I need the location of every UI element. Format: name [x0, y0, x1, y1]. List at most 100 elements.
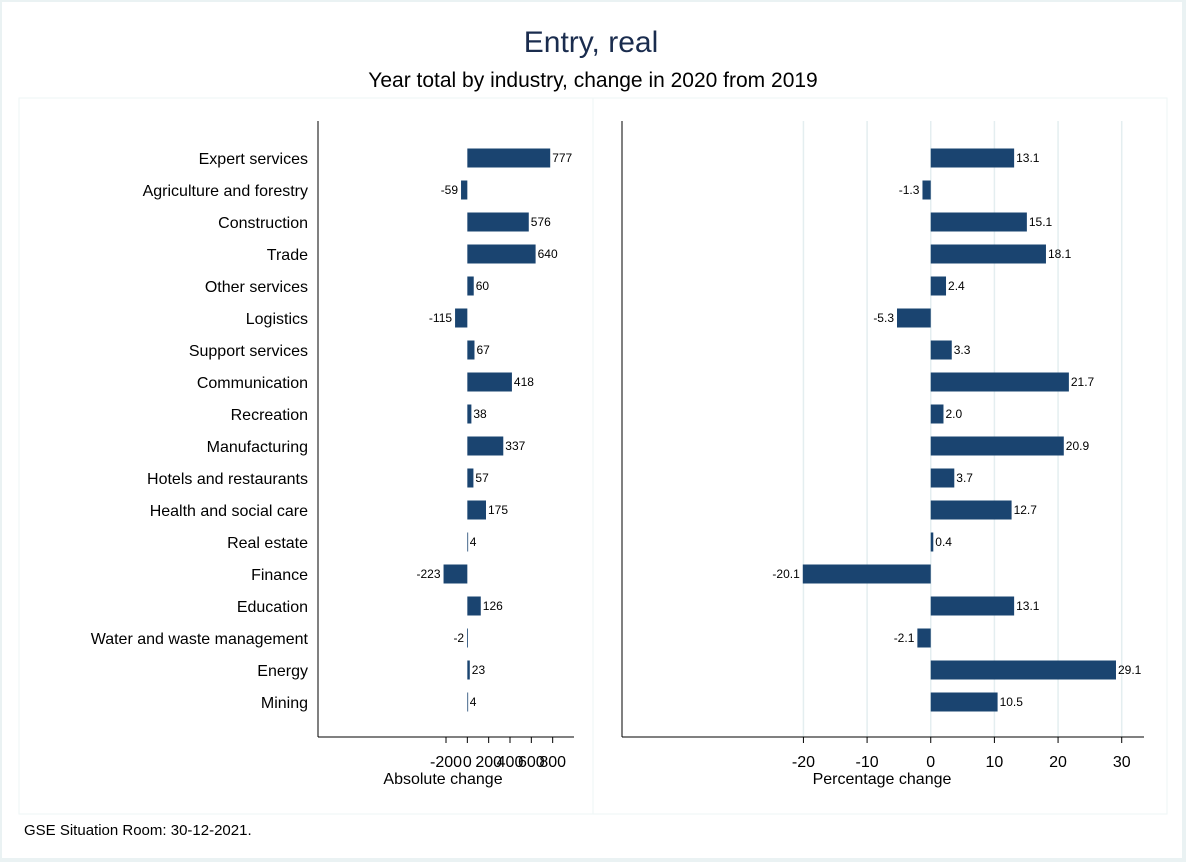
- right-bar-manufacturing: [930, 436, 1064, 456]
- category-label-manufacturing: Manufacturing: [207, 439, 308, 456]
- left-bar-trade: [467, 244, 536, 264]
- left-data-label-logistics: -115: [429, 311, 452, 325]
- right-bar-agriculture-and-forestry: [922, 180, 931, 200]
- right-data-label-support-services: 3.3: [954, 343, 971, 357]
- left-bar-finance: [443, 564, 468, 584]
- category-label-other-services: Other services: [205, 279, 308, 296]
- right-data-label-manufacturing: 20.9: [1066, 439, 1090, 453]
- left-data-label-construction: 576: [531, 215, 551, 229]
- category-label-expert-services: Expert services: [199, 151, 308, 168]
- category-label-mining: Mining: [261, 695, 308, 712]
- right-panel-border: [592, 97, 1168, 815]
- left-data-label-communication: 418: [514, 375, 534, 389]
- left-data-label-other-services: 60: [476, 279, 490, 293]
- left-bar-communication: [467, 372, 512, 392]
- right-bar-trade: [930, 244, 1046, 264]
- left-bar-manufacturing: [467, 436, 504, 456]
- left-data-label-energy: 23: [472, 663, 486, 677]
- right-data-label-health-and-social-care: 12.7: [1014, 503, 1038, 517]
- right-bar-recreation: [930, 404, 944, 424]
- right-data-label-mining: 10.5: [1000, 695, 1024, 709]
- left-bar-mining: [467, 692, 469, 712]
- left-bar-education: [467, 596, 481, 616]
- right-data-label-communication: 21.7: [1071, 375, 1095, 389]
- right-data-label-water-and-waste-management: -2.1: [894, 631, 915, 645]
- category-label-trade: Trade: [267, 247, 308, 264]
- category-label-agriculture-and-forestry: Agriculture and forestry: [143, 183, 308, 200]
- left-bar-expert-services: [467, 148, 551, 168]
- left-tick-label: 200: [475, 754, 502, 771]
- left-data-label-finance: -223: [417, 567, 441, 581]
- category-label-real-estate: Real estate: [227, 535, 308, 552]
- right-tick-label: 30: [1113, 754, 1131, 771]
- category-label-construction: Construction: [218, 215, 308, 232]
- left-bar-support-services: [467, 340, 475, 360]
- left-data-labels: 777-5957664060-1156741838337571754-22312…: [417, 151, 573, 709]
- right-bar-other-services: [930, 276, 947, 296]
- left-bar-agriculture-and-forestry: [461, 180, 468, 200]
- right-bar-expert-services: [930, 148, 1015, 168]
- right-data-label-expert-services: 13.1: [1016, 151, 1040, 165]
- left-data-label-recreation: 38: [473, 407, 487, 421]
- right-data-label-other-services: 2.4: [948, 279, 965, 293]
- right-tick-label: 20: [1049, 754, 1067, 771]
- left-bar-real-estate: [467, 532, 469, 552]
- left-data-label-mining: 4: [470, 695, 477, 709]
- right-data-label-logistics: -5.3: [873, 311, 894, 325]
- right-data-label-agriculture-and-forestry: -1.3: [899, 183, 920, 197]
- right-bar-logistics: [897, 308, 931, 328]
- right-bar-mining: [930, 692, 998, 712]
- left-bar-hotels-and-restaurants: [467, 468, 474, 488]
- chart-subtitle: Year total by industry, change in 2020 f…: [368, 69, 817, 92]
- left-data-label-agriculture-and-forestry: -59: [441, 183, 459, 197]
- category-label-finance: Finance: [251, 567, 308, 584]
- left-tick-label: 600: [518, 754, 545, 771]
- left-data-label-expert-services: 777: [552, 151, 572, 165]
- right-tick-label: -10: [856, 754, 879, 771]
- left-tick-label: 400: [497, 754, 524, 771]
- category-label-communication: Communication: [197, 375, 308, 392]
- right-bar-real-estate: [930, 532, 934, 552]
- category-labels: Expert services Agriculture and forestry C…: [91, 151, 309, 712]
- right-bar-construction: [930, 212, 1027, 232]
- left-bars: [443, 148, 551, 712]
- right-data-label-education: 13.1: [1016, 599, 1040, 613]
- right-bar-education: [930, 596, 1015, 616]
- left-bar-other-services: [467, 276, 474, 296]
- right-bar-energy: [930, 660, 1116, 680]
- category-label-support-services: Support services: [189, 343, 308, 360]
- right-bar-water-and-waste-management: [917, 628, 931, 648]
- left-bar-logistics: [455, 308, 468, 328]
- left-data-label-education: 126: [483, 599, 503, 613]
- right-data-label-finance: -20.1: [772, 567, 800, 581]
- category-label-logistics: Logistics: [246, 311, 308, 328]
- right-tick-label: 10: [986, 754, 1004, 771]
- left-tick-label: -200: [430, 754, 462, 771]
- left-data-label-support-services: 67: [476, 343, 490, 357]
- left-data-label-hotels-and-restaurants: 57: [475, 471, 489, 485]
- right-bar-health-and-social-care: [930, 500, 1012, 520]
- right-data-labels: 13.1 -1.3 15.1 18.1 2.4 -5.3 3.3 21.7 2.0 20.9 3.7…: [772, 151, 1141, 709]
- left-bar-water-and-waste-management: [467, 628, 468, 648]
- right-tick-label: 0: [926, 754, 935, 771]
- right-data-label-trade: 18.1: [1048, 247, 1072, 261]
- right-bar-hotels-and-restaurants: [930, 468, 955, 488]
- chart-title: Entry, real: [524, 26, 659, 59]
- right-bar-support-services: [930, 340, 952, 360]
- right-data-label-hotels-and-restaurants: 3.7: [956, 471, 973, 485]
- category-label-health-and-social-care: Health and social care: [150, 503, 308, 520]
- right-bars: [802, 148, 1116, 712]
- left-data-label-trade: 640: [538, 247, 558, 261]
- right-bar-finance: [802, 564, 931, 584]
- right-x-ticks: -20 -10 0 10 20 30: [792, 737, 1131, 771]
- category-label-water-and-waste-management: Water and waste management: [91, 631, 309, 648]
- right-bar-communication: [930, 372, 1069, 392]
- right-data-label-recreation: 2.0: [945, 407, 962, 421]
- left-tick-label: 800: [539, 754, 566, 771]
- right-x-axis-label: Percentage change: [813, 771, 952, 788]
- category-label-recreation: Recreation: [231, 407, 308, 424]
- category-label-education: Education: [237, 599, 308, 616]
